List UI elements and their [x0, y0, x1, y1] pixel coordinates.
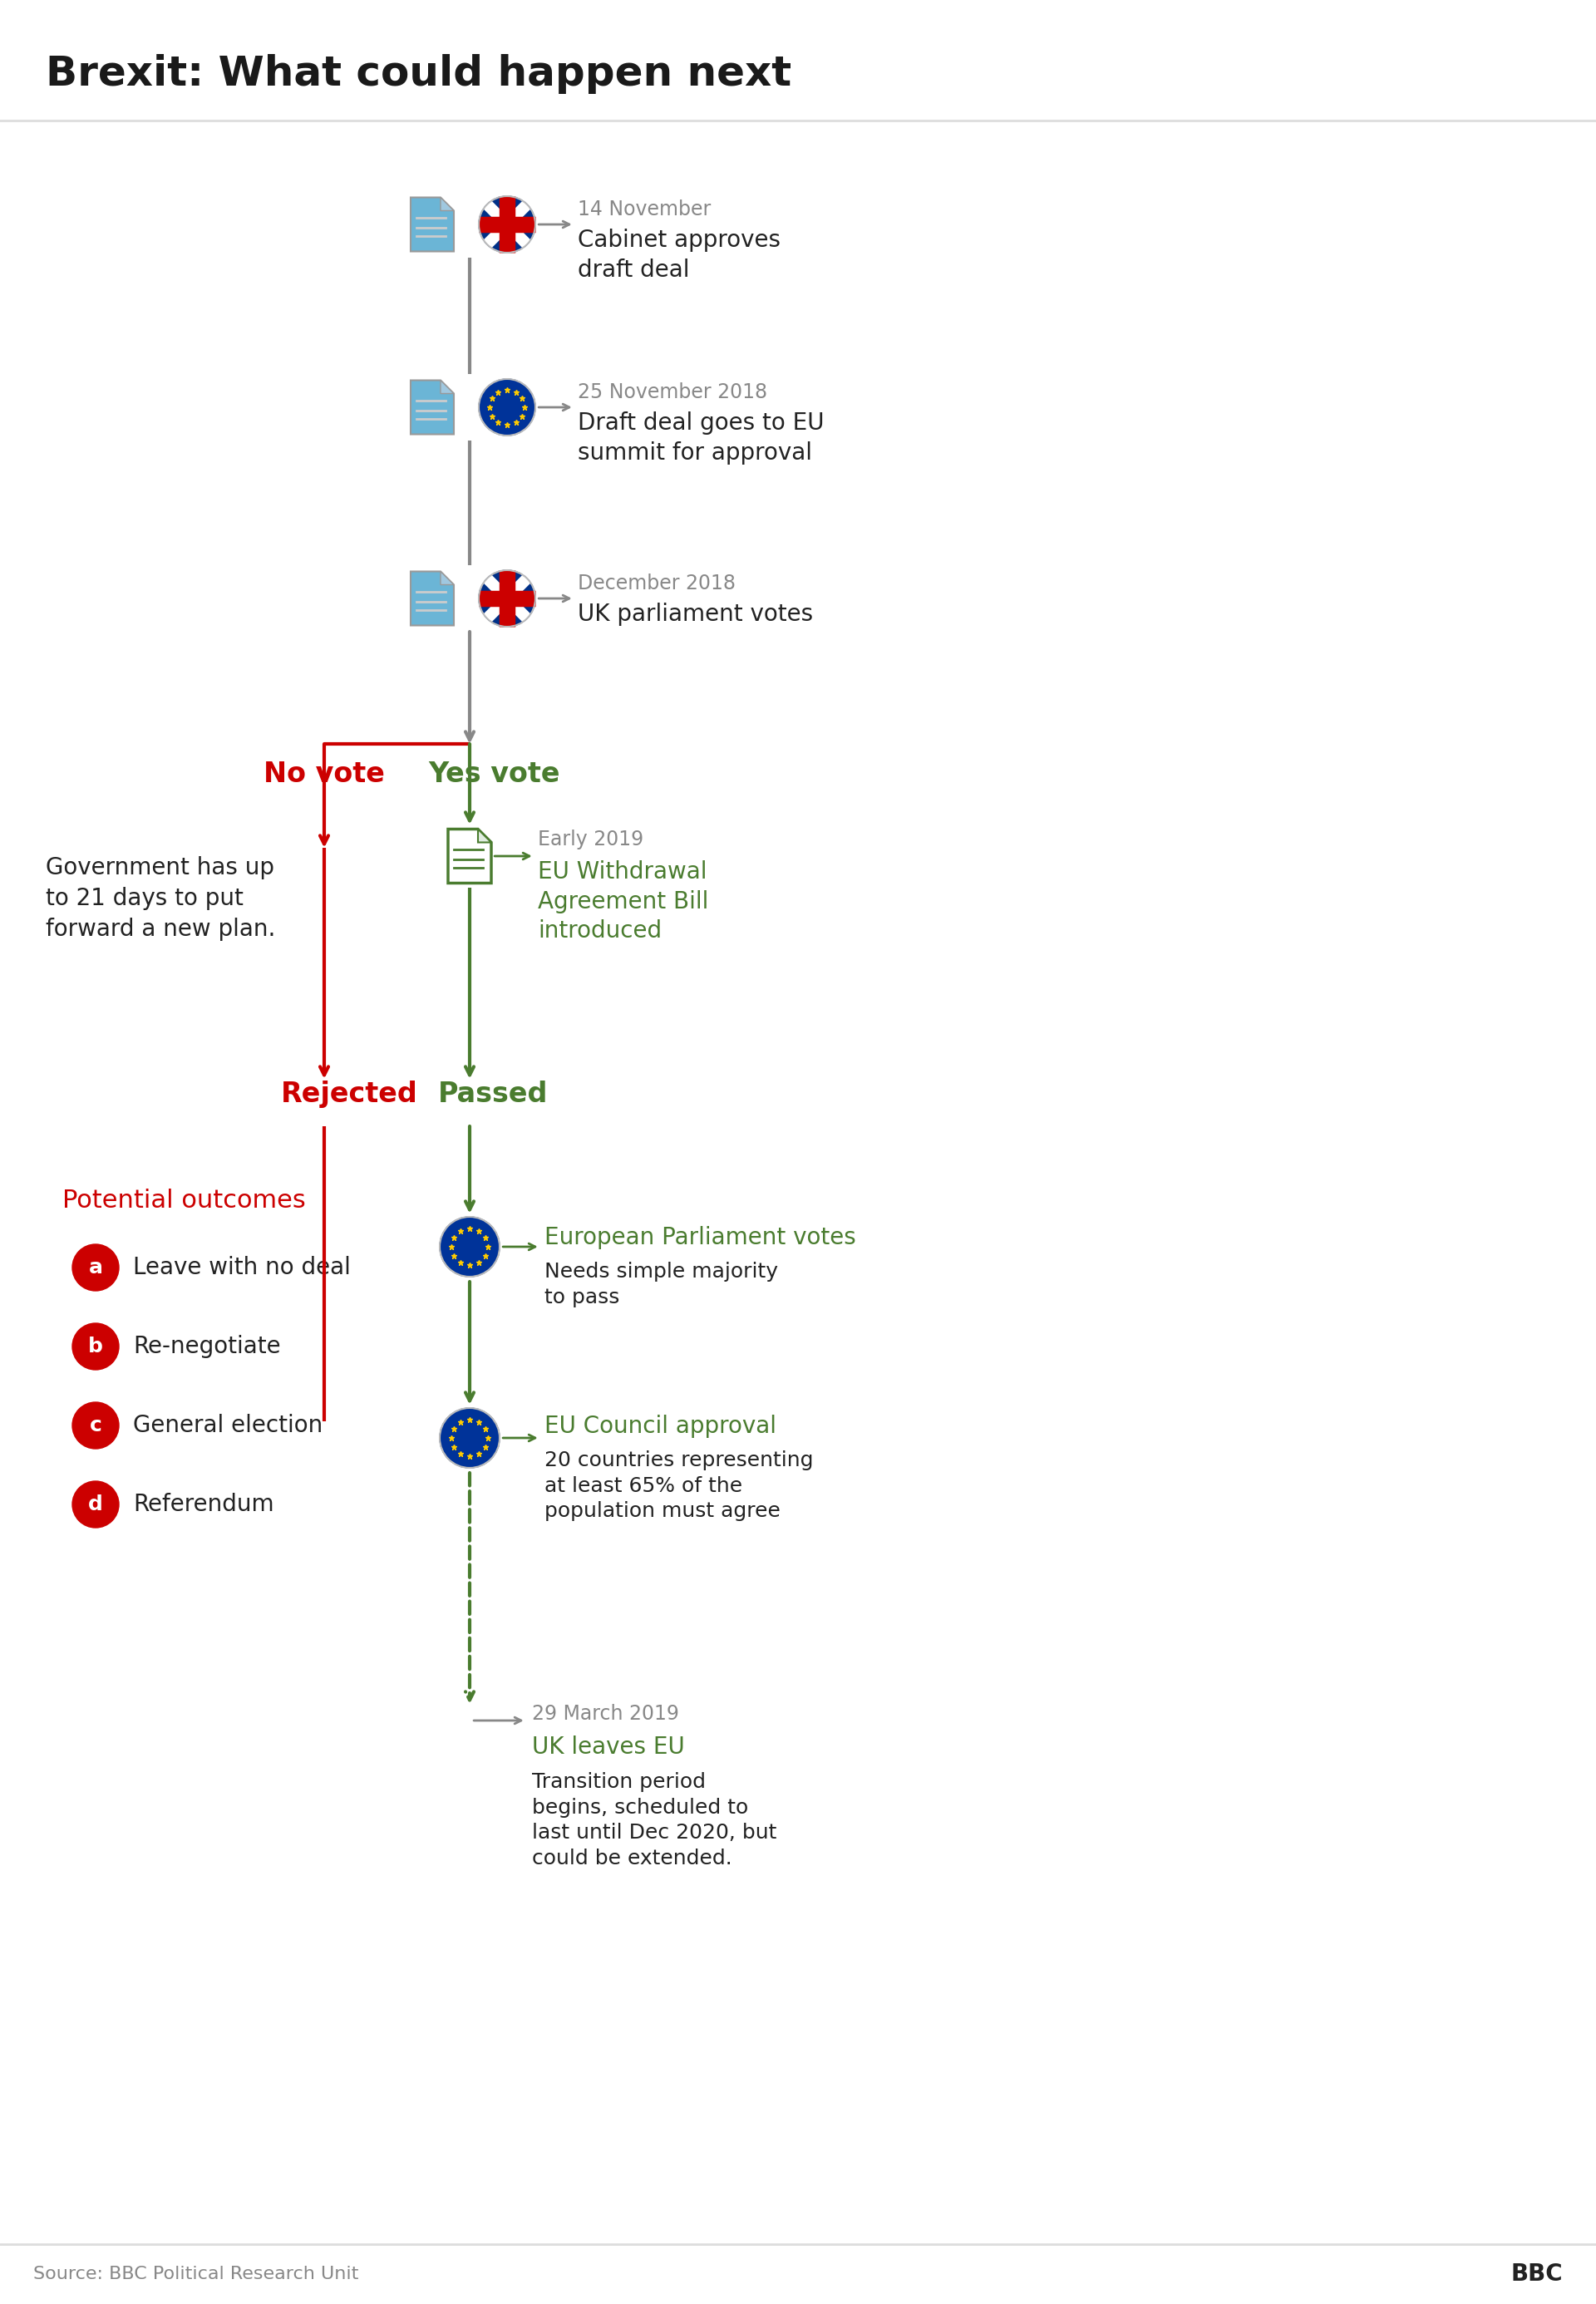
- Polygon shape: [477, 829, 492, 843]
- Text: Leave with no deal: Leave with no deal: [132, 1256, 351, 1279]
- Circle shape: [479, 196, 535, 253]
- Circle shape: [72, 1403, 118, 1449]
- Text: UK parliament votes: UK parliament votes: [578, 604, 812, 627]
- Text: Source: BBC Political Research Unit: Source: BBC Political Research Unit: [34, 2265, 359, 2283]
- Text: Cabinet approves
draft deal: Cabinet approves draft deal: [578, 228, 780, 281]
- Text: Government has up
to 21 days to put
forward a new plan.: Government has up to 21 days to put forw…: [46, 857, 276, 940]
- Text: Transition period
begins, scheduled to
last until Dec 2020, but
could be extende: Transition period begins, scheduled to l…: [531, 1772, 777, 1869]
- Polygon shape: [410, 198, 453, 251]
- Text: EU Council approval: EU Council approval: [544, 1415, 776, 1438]
- Circle shape: [479, 569, 535, 627]
- Text: UK leaves EU: UK leaves EU: [531, 1735, 685, 1758]
- Text: Re-negotiate: Re-negotiate: [132, 1334, 281, 1357]
- Circle shape: [440, 1408, 500, 1468]
- Circle shape: [72, 1481, 118, 1528]
- Text: Draft deal goes to EU
summit for approval: Draft deal goes to EU summit for approva…: [578, 412, 824, 465]
- Text: December 2018: December 2018: [578, 574, 736, 594]
- Text: Needs simple majority
to pass: Needs simple majority to pass: [544, 1263, 779, 1306]
- Polygon shape: [440, 380, 453, 394]
- Polygon shape: [440, 198, 453, 210]
- Text: a: a: [88, 1258, 102, 1276]
- Text: Early 2019: Early 2019: [538, 829, 643, 850]
- Circle shape: [440, 1217, 500, 1276]
- Text: d: d: [88, 1495, 104, 1514]
- Text: Brexit: What could happen next: Brexit: What could happen next: [46, 53, 792, 94]
- Text: 20 countries representing
at least 65% of the
population must agree: 20 countries representing at least 65% o…: [544, 1452, 814, 1521]
- Text: Passed: Passed: [437, 1081, 547, 1108]
- Polygon shape: [440, 571, 453, 585]
- Circle shape: [72, 1322, 118, 1371]
- Text: Rejected: Rejected: [281, 1081, 418, 1108]
- Text: Yes vote: Yes vote: [429, 760, 560, 788]
- Text: BBC: BBC: [1511, 2263, 1562, 2286]
- Text: 25 November 2018: 25 November 2018: [578, 382, 768, 403]
- Text: European Parliament votes: European Parliament votes: [544, 1226, 855, 1249]
- Text: Potential outcomes: Potential outcomes: [62, 1189, 306, 1212]
- Circle shape: [479, 380, 535, 435]
- Text: 14 November: 14 November: [578, 200, 710, 219]
- Polygon shape: [448, 829, 492, 882]
- Text: 29 March 2019: 29 March 2019: [531, 1705, 678, 1723]
- Text: EU Withdrawal
Agreement Bill
introduced: EU Withdrawal Agreement Bill introduced: [538, 859, 709, 942]
- Polygon shape: [410, 571, 453, 624]
- Circle shape: [72, 1244, 118, 1290]
- Text: c: c: [89, 1415, 102, 1435]
- Text: Referendum: Referendum: [132, 1493, 275, 1516]
- Polygon shape: [410, 380, 453, 433]
- Text: General election: General election: [132, 1415, 322, 1438]
- Text: No vote: No vote: [263, 760, 385, 788]
- Text: b: b: [88, 1336, 104, 1357]
